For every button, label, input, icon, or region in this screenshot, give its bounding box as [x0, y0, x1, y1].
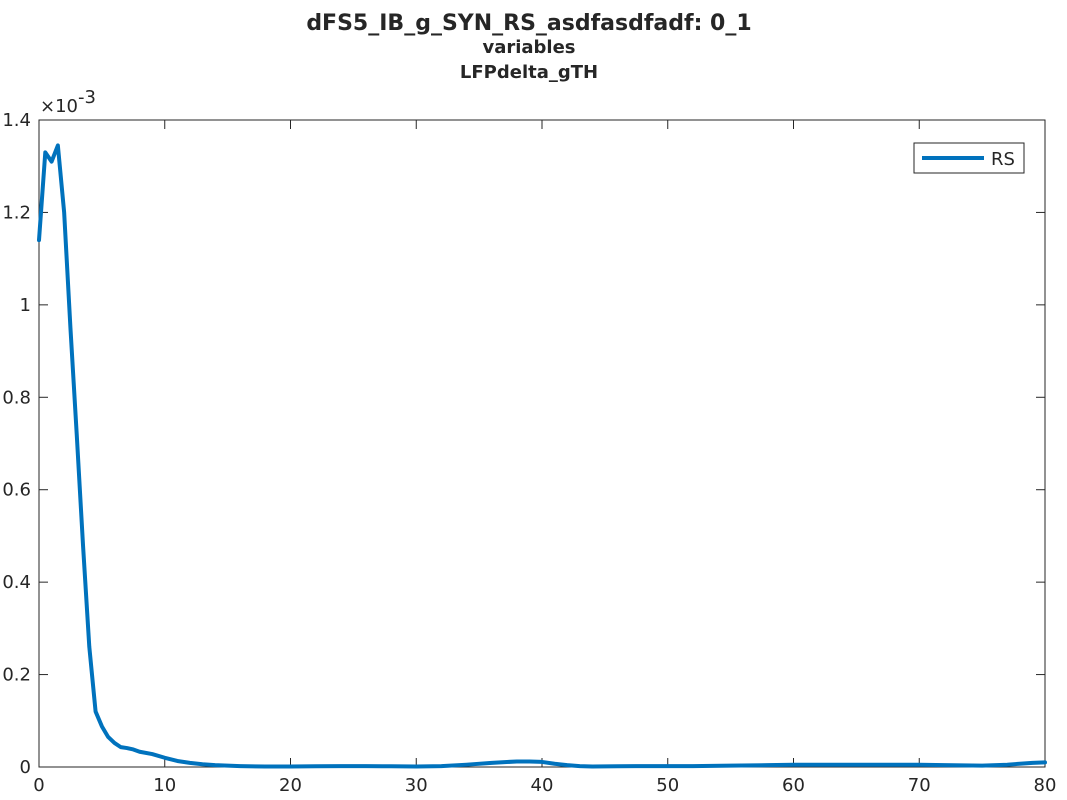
series-line-rs	[37, 143, 1047, 769]
svg-text:×10: ×10	[40, 96, 78, 117]
x-tick-label: 0	[33, 775, 44, 796]
axes-box	[38, 119, 1046, 768]
plot-area	[38, 119, 1046, 768]
y-tick-label: 0.2	[2, 665, 31, 686]
y-axis-ticks: 0 0.2 0.4 0.6 0.8 1 1.2 1.4	[2, 110, 1045, 778]
x-tick-label: 20	[279, 775, 302, 796]
x-tick-label: 50	[656, 775, 679, 796]
y-tick-label: 0	[20, 757, 31, 778]
x-tick-label: 30	[405, 775, 428, 796]
chart-subtitle-2: LFPdelta_gTH	[460, 62, 598, 83]
x-tick-label: 10	[153, 775, 176, 796]
legend: RS	[913, 142, 1025, 174]
y-tick-label: 0.6	[2, 480, 31, 501]
y-tick-label: 0.8	[2, 387, 31, 408]
y-tick-label: 1	[20, 295, 31, 316]
y-exponent-value: -3	[78, 87, 96, 108]
y-tick-label: 0.4	[2, 572, 31, 593]
chart-title: dFS5_IB_g_SYN_RS_asdfasdfadf: 0_1	[306, 11, 751, 36]
y-tick-label: 1.2	[2, 202, 31, 223]
x-axis-ticks: 0 10 20 30 40 50 60 70 80	[33, 120, 1056, 796]
legend-label-rs: RS	[991, 149, 1015, 170]
y-exponent-label: ×10 -3	[40, 87, 96, 117]
x-tick-label: 60	[782, 775, 805, 796]
series-layer	[37, 143, 1047, 769]
y-tick-label: 1.4	[2, 110, 31, 131]
x-tick-label: 80	[1034, 775, 1057, 796]
x-tick-label: 70	[908, 775, 931, 796]
x-tick-label: 40	[531, 775, 554, 796]
chart-subtitle: variables	[482, 37, 575, 58]
